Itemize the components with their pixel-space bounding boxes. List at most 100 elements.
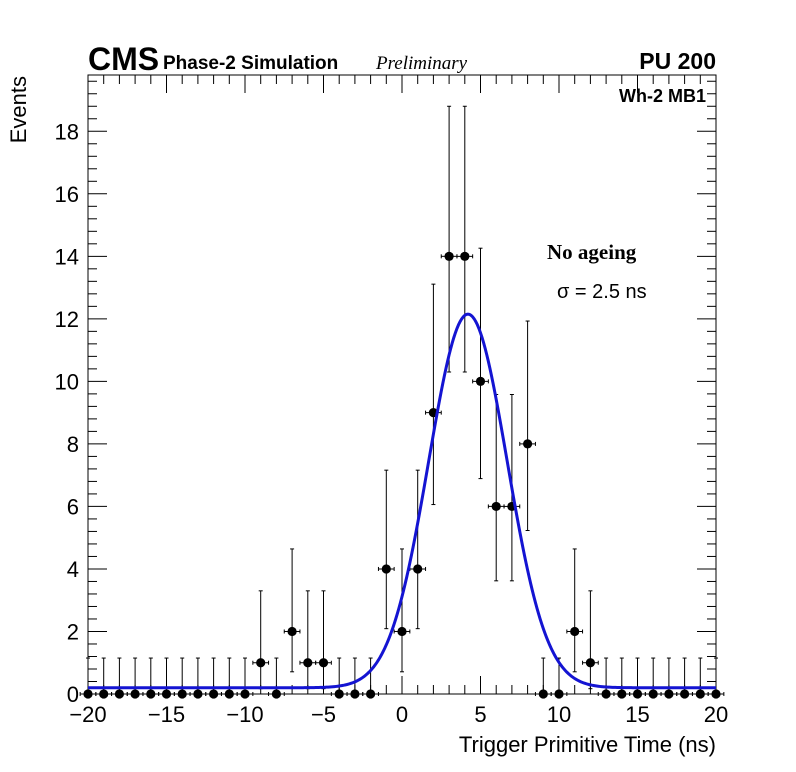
data-point (99, 689, 109, 699)
subtitle-label: Phase-2 Simulation (163, 53, 338, 74)
data-point (366, 689, 376, 699)
data-point (177, 689, 187, 699)
data-point (585, 658, 596, 668)
y-tick-label: 10 (55, 369, 79, 394)
x-tick-label: 0 (396, 702, 408, 727)
data-point-group (252, 590, 270, 690)
data-point-group (425, 283, 442, 506)
data-point (381, 564, 391, 574)
data-point (114, 689, 124, 699)
data-point (460, 251, 470, 261)
pileup-label: PU 200 (639, 48, 716, 74)
data-point (146, 689, 156, 699)
data-point (538, 689, 548, 699)
data-point-group (629, 657, 646, 699)
data-point (680, 689, 690, 699)
data-point-group (205, 657, 222, 699)
data-point (664, 689, 674, 699)
data-point (350, 689, 360, 699)
data-point-group (236, 657, 254, 699)
y-tick-label: 12 (55, 307, 79, 332)
data-point (695, 689, 705, 699)
x-tick-label: −15 (148, 702, 185, 727)
y-tick-label: 4 (67, 557, 79, 582)
data-point-group (534, 657, 552, 699)
data-point-group (582, 590, 599, 690)
data-point (303, 658, 313, 668)
y-tick-label: 18 (55, 119, 79, 144)
status-label: Preliminary (375, 53, 468, 74)
region-label: Wh-2 MB1 (619, 86, 706, 106)
data-point (632, 689, 643, 699)
data-point-group (299, 590, 317, 690)
data-point-group (409, 469, 427, 630)
data-point-group (707, 657, 725, 699)
data-point (711, 689, 721, 699)
x-tick-label: 5 (474, 702, 486, 727)
data-point (83, 689, 93, 699)
data-point (554, 689, 564, 699)
data-point-group (691, 657, 709, 699)
x-tick-label: 10 (547, 702, 571, 727)
data-point (256, 658, 266, 668)
y-tick-label: 6 (67, 494, 79, 519)
data-point-group (268, 657, 285, 699)
data-point (209, 689, 219, 699)
data-point (413, 564, 423, 574)
data-point-group (550, 657, 568, 699)
data-point (271, 689, 281, 699)
x-axis-title: Trigger Primitive Time (ns) (459, 732, 716, 757)
x-tick-label: −10 (226, 702, 263, 727)
data-point-group (377, 469, 395, 630)
sigma-label: σ = 2.5 ns (557, 281, 647, 303)
data-point-group (330, 657, 348, 699)
data-point (444, 251, 454, 261)
x-tick-label: −20 (69, 702, 106, 727)
data-point (617, 689, 627, 699)
y-tick-label: 16 (55, 182, 79, 207)
data-point-group (362, 657, 379, 699)
experiment-label: CMS (88, 41, 159, 77)
data-point (648, 689, 658, 699)
x-tick-label: 15 (625, 702, 649, 727)
fit-curve (88, 312, 716, 690)
data-point-group (393, 548, 411, 673)
data-point-group (566, 548, 584, 673)
data-point-group (189, 657, 207, 699)
condition-label: No ageing (547, 240, 637, 264)
data-point (570, 626, 580, 637)
data-point-group (79, 657, 97, 699)
data-point-group (283, 548, 301, 673)
x-tick-label: −5 (311, 702, 336, 727)
data-point (334, 689, 344, 699)
data-point-group (173, 657, 191, 699)
data-point-group (142, 657, 160, 699)
data-point-group (126, 657, 144, 699)
y-axis-title: Events (6, 76, 31, 143)
data-point-group (440, 105, 458, 373)
data-point-group (472, 247, 489, 480)
data-point-group (660, 657, 678, 699)
data-point-group (519, 320, 536, 531)
x-tick-label: 20 (704, 702, 728, 727)
y-tick-label: 2 (67, 619, 79, 644)
data-point (287, 626, 297, 637)
data-point-group (95, 657, 113, 699)
data-point (130, 689, 140, 699)
data-point (397, 626, 407, 637)
data-point (491, 501, 501, 512)
data-point-group (597, 657, 615, 699)
data-point-group (315, 590, 332, 690)
data-point-group (644, 657, 662, 699)
data-point (161, 689, 172, 699)
y-tick-label: 8 (67, 432, 79, 457)
data-point (523, 439, 533, 449)
data-point-group (220, 657, 238, 699)
data-point (224, 689, 234, 699)
data-point-group (613, 657, 631, 699)
y-tick-label: 0 (67, 682, 79, 707)
data-point (601, 689, 611, 699)
data-point (318, 658, 329, 668)
data-point (240, 689, 250, 699)
